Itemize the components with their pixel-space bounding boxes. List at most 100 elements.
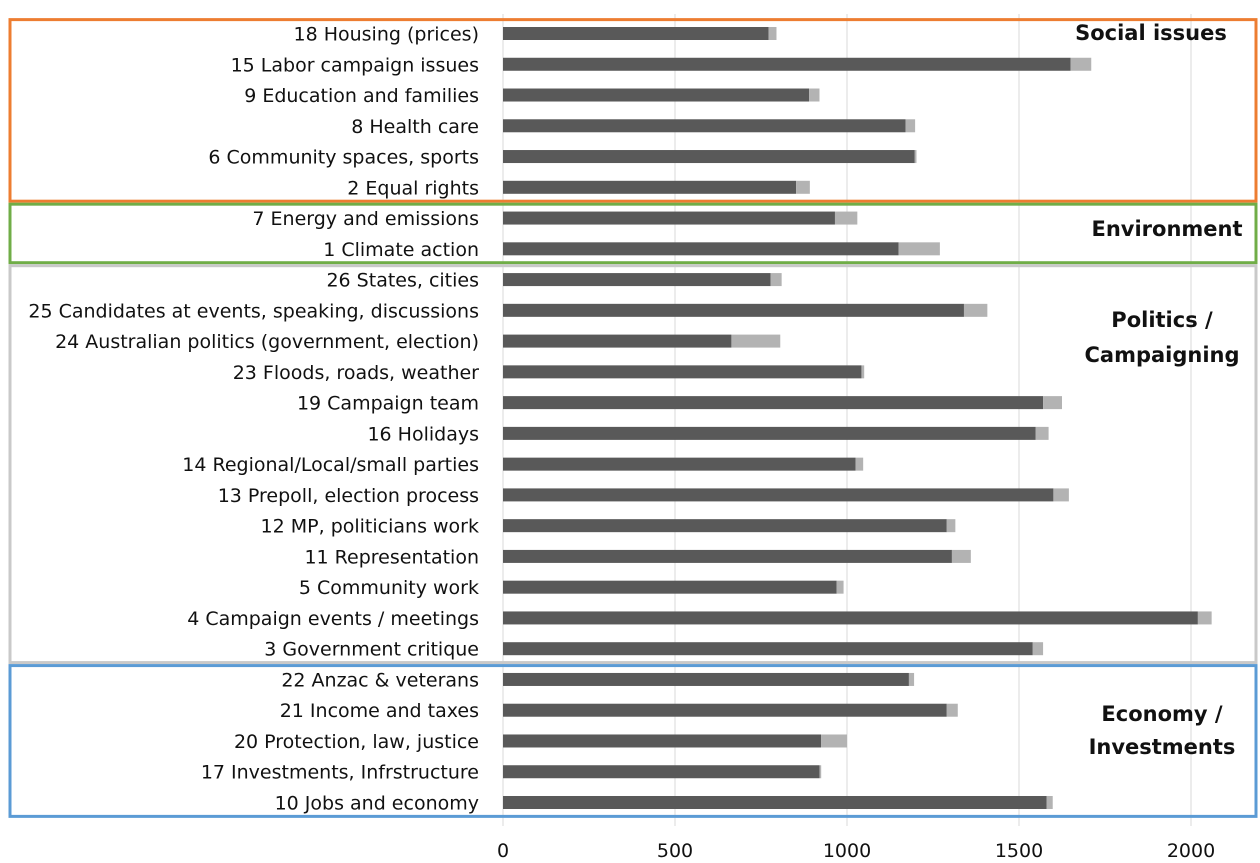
- bar-primary: [503, 57, 1071, 71]
- gridlines: [502, 14, 1192, 826]
- bar-secondary: [963, 303, 988, 317]
- bar-secondary: [770, 273, 782, 287]
- category-label: 23 Floods, roads, weather: [233, 362, 479, 384]
- group-label: Social issues: [1075, 21, 1227, 45]
- bar-secondary: [768, 27, 777, 40]
- bar-secondary: [821, 734, 847, 748]
- bar-primary: [503, 426, 1036, 440]
- category-label: 15 Labor campaign issues: [231, 54, 479, 76]
- bar-secondary: [836, 580, 844, 594]
- x-tick-label: 0: [497, 840, 509, 862]
- bar-primary: [503, 150, 915, 164]
- category-label: 8 Health care: [351, 116, 479, 138]
- bar-primary: [503, 119, 906, 133]
- category-label: 22 Anzac & veterans: [281, 669, 479, 691]
- group-box: [8, 202, 1258, 265]
- bar-secondary: [1032, 642, 1044, 656]
- category-label: 12 MP, politicians work: [261, 516, 479, 538]
- bar-primary: [503, 365, 862, 379]
- bar-secondary: [1197, 611, 1212, 625]
- x-axis-ticks: 0 500 1000 1500 2000: [497, 840, 1215, 862]
- group-label: Campaigning: [1084, 343, 1239, 367]
- category-label: 20 Protection, law, justice: [234, 731, 479, 753]
- bar-primary: [503, 488, 1054, 502]
- category-label: 18 Housing (prices): [293, 24, 479, 46]
- bar-primary: [503, 580, 837, 594]
- category-label: 14 Regional/Local/small parties: [182, 454, 479, 476]
- category-label: 4 Campaign events / meetings: [187, 608, 479, 630]
- group-boxes: [8, 18, 1258, 818]
- bar-secondary: [951, 549, 971, 563]
- bar-secondary: [908, 672, 915, 686]
- bar-primary: [503, 211, 835, 225]
- bar-secondary: [834, 211, 858, 225]
- x-tick-label: 1000: [823, 840, 871, 862]
- category-label: 17 Investments, Infrstructure: [201, 762, 479, 784]
- bar-secondary: [1035, 426, 1049, 440]
- bar-secondary: [796, 180, 810, 194]
- bar-primary: [503, 180, 797, 194]
- bar-primary: [503, 796, 1047, 809]
- bar-secondary: [819, 765, 822, 779]
- bar-primary: [503, 703, 947, 717]
- category-label: 5 Community work: [299, 577, 479, 599]
- category-label: 9 Education and families: [244, 85, 479, 107]
- bar-primary: [503, 519, 947, 533]
- group-box: [8, 18, 1258, 203]
- x-tick-label: 2000: [1167, 840, 1215, 862]
- category-label: 25 Candidates at events, speaking, discu…: [28, 300, 479, 322]
- bar-secondary: [1053, 488, 1069, 502]
- bar-secondary: [855, 457, 864, 471]
- category-label: 24 Australian politics (government, elec…: [55, 331, 479, 353]
- bar-primary: [503, 273, 771, 287]
- bar-secondary: [898, 242, 940, 256]
- category-label: 6 Community spaces, sports: [208, 147, 479, 169]
- x-tick-label: 1500: [995, 840, 1043, 862]
- group-label: Environment: [1091, 217, 1242, 241]
- bar-secondary: [1070, 57, 1092, 71]
- bar-primary: [503, 611, 1198, 625]
- group-label: Economy /: [1101, 702, 1222, 726]
- bar-primary: [503, 396, 1044, 410]
- bar-primary: [503, 642, 1033, 656]
- bar-secondary: [905, 119, 916, 133]
- bar-secondary: [946, 519, 956, 533]
- category-label: 16 Holidays: [367, 423, 479, 445]
- bar-secondary: [809, 88, 820, 102]
- x-tick-label: 500: [657, 840, 693, 862]
- category-label: 3 Government critique: [264, 639, 479, 661]
- bar-secondary: [861, 365, 865, 379]
- category-label: 19 Campaign team: [297, 393, 479, 415]
- bar-primary: [503, 88, 810, 102]
- bars: [503, 27, 1212, 809]
- bar-primary: [503, 334, 732, 348]
- bar-secondary: [1046, 796, 1053, 809]
- category-label: 21 Income and taxes: [280, 700, 479, 722]
- category-label: 7 Energy and emissions: [252, 208, 479, 230]
- category-label: 11 Representation: [304, 546, 479, 568]
- category-labels: 18 Housing (prices) 15 Labor campaign iss…: [28, 24, 479, 815]
- bar-secondary: [946, 703, 958, 717]
- bar-secondary: [914, 150, 917, 164]
- bar-primary: [503, 27, 769, 40]
- category-label: 2 Equal rights: [347, 177, 479, 199]
- group-box: [8, 264, 1258, 665]
- bar-secondary: [731, 334, 781, 348]
- bar-primary: [503, 672, 909, 686]
- bar-primary: [503, 242, 899, 256]
- group-box: [8, 664, 1258, 818]
- bar-primary: [503, 303, 964, 317]
- category-label: 26 States, cities: [326, 270, 479, 292]
- group-label: Investments: [1089, 735, 1236, 759]
- bar-primary: [503, 549, 952, 563]
- bar-primary: [503, 457, 856, 471]
- group-labels: Social issues Environment Politics / Campai…: [1075, 21, 1242, 759]
- category-label: 13 Prepoll, election process: [218, 485, 479, 507]
- category-label: 1 Climate action: [323, 239, 479, 261]
- category-label: 10 Jobs and economy: [275, 793, 479, 815]
- bar-primary: [503, 734, 822, 748]
- group-label: Politics /: [1111, 308, 1213, 332]
- bar-primary: [503, 765, 820, 779]
- bar-secondary: [1043, 396, 1062, 410]
